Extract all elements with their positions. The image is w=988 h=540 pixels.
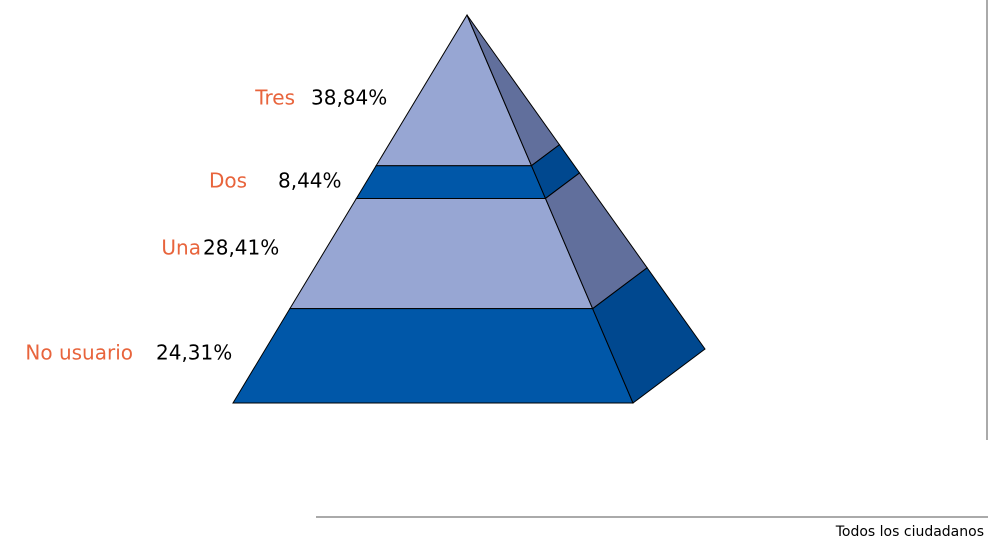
category-label: Una <box>161 236 201 260</box>
category-label: No usuario <box>25 341 133 365</box>
footer: Todos los ciudadanos <box>835 524 984 540</box>
value-label: 38,84% <box>311 86 387 110</box>
pyramid-front <box>288 197 594 310</box>
value-label: 24,31% <box>156 341 232 365</box>
pyramid-front <box>232 308 634 404</box>
pyramid-front <box>355 165 547 199</box>
value-label: 8,44% <box>278 169 342 193</box>
category-label: Dos <box>209 169 247 193</box>
category-label: Tres <box>254 86 295 110</box>
value-label: 28,41% <box>203 236 279 260</box>
pyramid-side <box>592 267 706 404</box>
